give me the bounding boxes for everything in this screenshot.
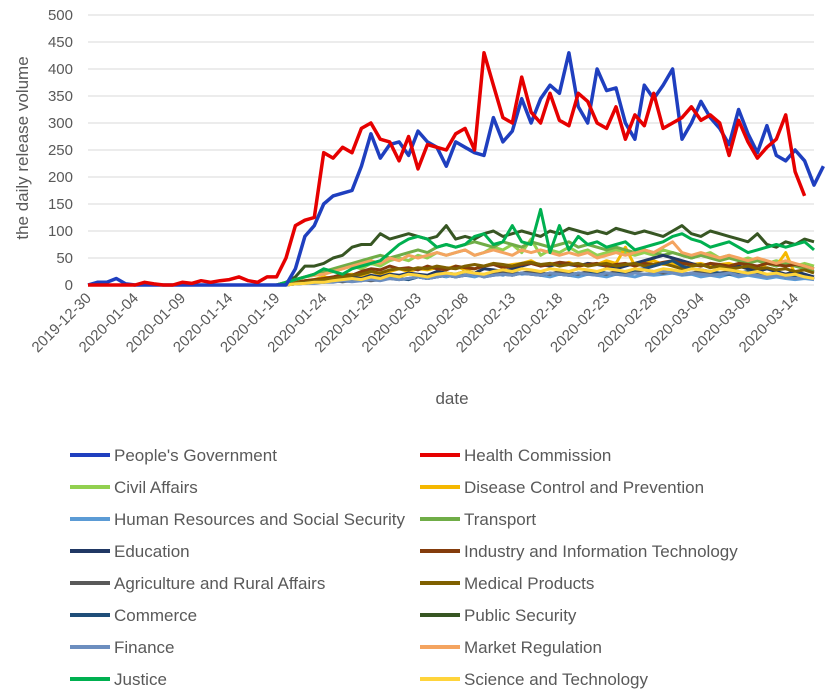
legend-label: Industry and Information Technology bbox=[464, 542, 738, 561]
legend-label: Civil Affairs bbox=[114, 478, 198, 497]
legend-label: Education bbox=[114, 542, 190, 561]
legend-label: Finance bbox=[114, 638, 174, 657]
legend: People's Government Health Commission Civi… bbox=[70, 446, 738, 689]
legend-label: People's Government bbox=[114, 446, 277, 465]
legend-label: Transport bbox=[464, 510, 536, 529]
y-tick-label: 450 bbox=[48, 34, 73, 51]
legend-label: Agriculture and Rural Affairs bbox=[114, 574, 325, 593]
y-tick-label: 250 bbox=[48, 142, 73, 159]
legend-label: Market Regulation bbox=[464, 638, 602, 657]
y-tick-label: 200 bbox=[48, 169, 73, 186]
legend-label: Medical Products bbox=[464, 574, 594, 593]
y-axis-ticks: 0 50 100 150 200 250 300 350 400 450 500 bbox=[48, 7, 73, 294]
x-axis-title: date bbox=[435, 389, 468, 408]
legend-label: Health Commission bbox=[464, 446, 611, 465]
legend-label: Commerce bbox=[114, 606, 197, 625]
series-lines bbox=[87, 51, 825, 287]
legend-label: Disease Control and Prevention bbox=[464, 478, 704, 497]
y-tick-label: 500 bbox=[48, 7, 73, 24]
series-line bbox=[87, 51, 825, 287]
y-tick-label: 0 bbox=[65, 277, 73, 294]
grid-lines bbox=[88, 14, 814, 259]
legend-label: Public Security bbox=[464, 606, 577, 625]
y-tick-label: 300 bbox=[48, 115, 73, 132]
y-tick-label: 150 bbox=[48, 196, 73, 213]
y-axis-title: the daily release volume bbox=[13, 56, 32, 239]
y-tick-label: 400 bbox=[48, 61, 73, 78]
y-tick-label: 350 bbox=[48, 88, 73, 105]
legend-label: Justice bbox=[114, 670, 167, 689]
y-tick-label: 100 bbox=[48, 223, 73, 240]
series-line bbox=[88, 51, 807, 287]
legend-label: Science and Technology bbox=[464, 670, 648, 689]
legend-label: Human Resources and Social Security bbox=[114, 510, 406, 529]
y-tick-label: 50 bbox=[56, 250, 73, 267]
x-axis-ticks: 2019-12-302020-01-042020-01-092020-01-14… bbox=[29, 290, 802, 356]
